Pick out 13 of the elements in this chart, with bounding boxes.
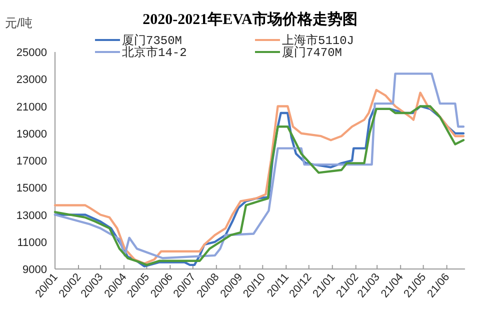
y-tick-label: 15000 (16, 182, 47, 195)
y-axis-title: 元/吨 (5, 16, 32, 30)
y-tick-label: 9000 (22, 264, 47, 276)
y-tick-label: 19000 (16, 128, 47, 140)
legend-label: 北京市14-2 (122, 45, 187, 60)
chart-title: 2020-2021年EVA市场价格走势图 (142, 10, 358, 28)
y-tick-label: 13000 (16, 210, 47, 222)
y-tick-label: 17000 (16, 156, 47, 168)
y-tick-label: 23000 (16, 74, 47, 86)
y-tick-label: 11000 (17, 236, 47, 249)
legend-label: 厦门7470M (282, 45, 342, 60)
y-tick-label: 25000 (16, 47, 47, 59)
y-tick-label: 21000 (16, 101, 47, 114)
